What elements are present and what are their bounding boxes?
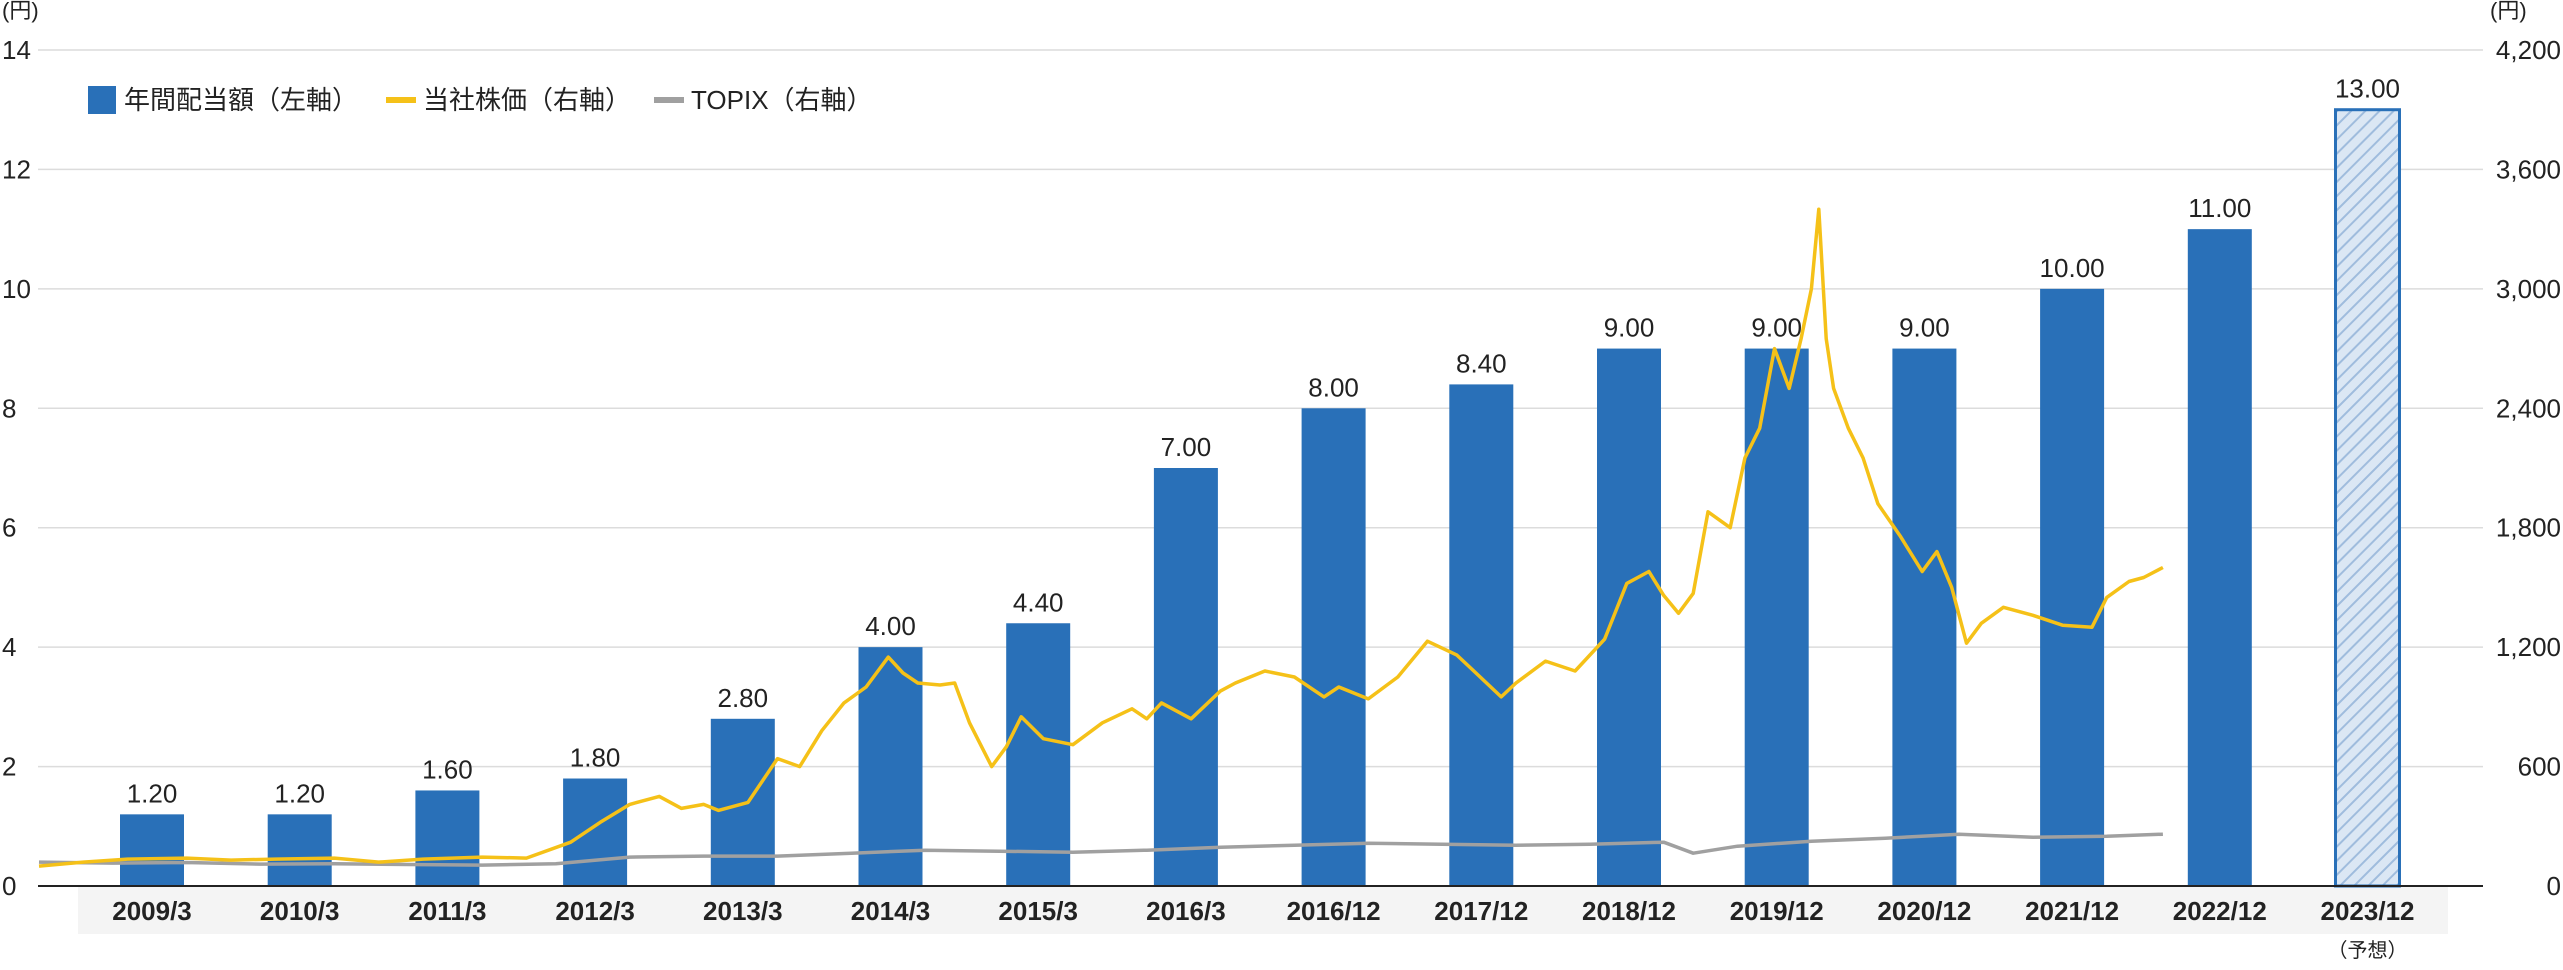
legend: 年間配当額（左軸） 当社株価（右軸） TOPIX（右軸） xyxy=(88,85,873,115)
category-label: 2015/3 xyxy=(998,896,1078,926)
category-label: 2022/12 xyxy=(2173,896,2267,926)
data-labels: 1.20 1.20 1.60 1.80 2.80 4.00 4.40 7.00 8.00 8.40… xyxy=(127,74,2400,809)
stock-price-line xyxy=(38,207,2164,868)
category-label: 2016/3 xyxy=(1146,896,1226,926)
left-tick-label: 8 xyxy=(2,393,16,423)
bar xyxy=(120,814,184,886)
left-tick-label: 0 xyxy=(2,871,16,901)
right-tick-label: 1,800 xyxy=(2496,513,2561,543)
bar-value-label: 9.00 xyxy=(1899,313,1950,343)
bar xyxy=(1301,408,1366,886)
category-axis-band xyxy=(78,886,2448,934)
left-y-axis: 0 2 4 6 8 10 12 14 xyxy=(2,35,31,901)
bar-value-label: 9.00 xyxy=(1604,313,1655,343)
left-tick-label: 14 xyxy=(2,35,31,65)
legend-label-dividend: 年間配当額（左軸） xyxy=(124,85,358,115)
category-label: 2020/12 xyxy=(1877,896,1971,926)
right-tick-label: 0 xyxy=(2547,871,2561,901)
price-lines xyxy=(38,207,2164,868)
left-tick-label: 10 xyxy=(2,274,31,304)
bar xyxy=(858,647,923,886)
legend-label-topix: TOPIX（右軸） xyxy=(691,85,873,115)
right-axis-unit: (円) xyxy=(2490,0,2527,23)
bar xyxy=(2040,288,2105,886)
left-axis-unit: (円) xyxy=(2,0,39,23)
category-label: 2009/3 xyxy=(112,896,192,926)
category-label: 2019/12 xyxy=(1730,896,1824,926)
category-label: 2018/12 xyxy=(1582,896,1676,926)
bar-value-label: 7.00 xyxy=(1161,432,1212,462)
legend-swatch-topix xyxy=(654,97,684,103)
bar-value-label: 1.20 xyxy=(127,778,178,808)
bar xyxy=(267,814,332,886)
left-tick-label: 4 xyxy=(2,632,16,662)
bar xyxy=(2187,229,2252,887)
bar-value-label: 9.00 xyxy=(1751,313,1802,343)
bar xyxy=(1892,348,1957,887)
bar xyxy=(1744,348,1809,887)
category-label: 2016/12 xyxy=(1287,896,1381,926)
bar xyxy=(415,790,480,886)
left-tick-label: 12 xyxy=(2,154,31,184)
right-tick-label: 3,000 xyxy=(2496,274,2561,304)
bar-value-label: 8.00 xyxy=(1308,372,1359,402)
bar-value-label: 10.00 xyxy=(2040,253,2105,283)
bar xyxy=(1006,623,1071,886)
bar-value-label: 8.40 xyxy=(1456,348,1507,378)
bar-value-label: 1.60 xyxy=(422,754,473,784)
right-tick-label: 1,200 xyxy=(2496,632,2561,662)
bar xyxy=(1449,384,1514,886)
bar xyxy=(563,778,628,886)
topix-line xyxy=(38,832,2163,867)
legend-swatch-dividend xyxy=(88,86,116,114)
category-label: 2014/3 xyxy=(851,896,931,926)
dividend-bars xyxy=(120,108,2401,888)
category-label: 2012/3 xyxy=(555,896,635,926)
right-tick-label: 4,200 xyxy=(2496,35,2561,65)
left-tick-label: 6 xyxy=(2,513,16,543)
category-labels: 2009/3 2010/3 2011/3 2012/3 2013/3 2014/3 2015… xyxy=(112,896,2414,962)
right-tick-label: 2,400 xyxy=(2496,393,2561,423)
category-label: 2017/12 xyxy=(1434,896,1528,926)
bar-value-label: 13.00 xyxy=(2335,74,2400,104)
bar-value-label: 4.40 xyxy=(1013,587,1064,617)
forecast-note: （予想） xyxy=(2328,939,2408,962)
category-label: 2021/12 xyxy=(2025,896,2119,926)
bar xyxy=(1153,468,1218,886)
category-label: 2011/3 xyxy=(408,896,486,926)
bar-value-label: 1.80 xyxy=(570,743,621,773)
gridlines xyxy=(38,49,2483,768)
bar-value-label: 2.80 xyxy=(717,683,768,713)
category-label: 2023/12 xyxy=(2321,896,2415,926)
left-tick-label: 2 xyxy=(2,752,16,782)
category-label: 2010/3 xyxy=(260,896,340,926)
bar xyxy=(1597,348,1661,887)
legend-label-stock-price: 当社株価（右軸） xyxy=(423,85,631,115)
bar-value-label: 1.20 xyxy=(274,778,325,808)
bar-value-label: 11.00 xyxy=(2188,193,2251,223)
legend-swatch-stock-price xyxy=(386,97,416,103)
right-tick-label: 600 xyxy=(2518,752,2561,782)
bar-forecast xyxy=(2334,108,2401,888)
right-tick-label: 3,600 xyxy=(2496,154,2561,184)
category-label: 2013/3 xyxy=(703,896,783,926)
right-y-axis: 0 600 1,200 1,800 2,400 3,000 3,600 4,200 xyxy=(2496,35,2561,901)
bar-value-label: 4.00 xyxy=(865,611,916,641)
